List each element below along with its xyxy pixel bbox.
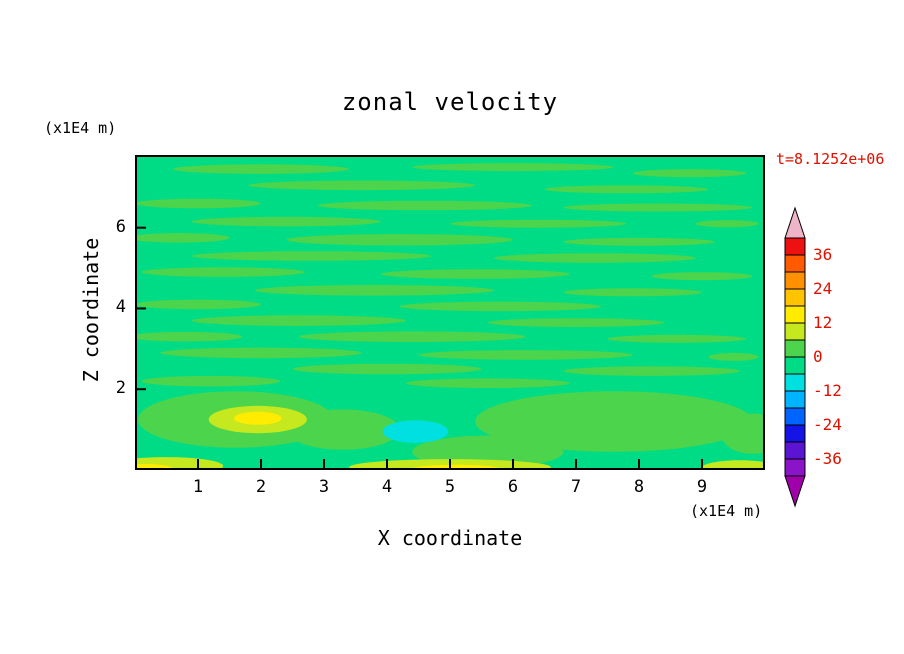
x-tick-label: 4 <box>381 477 393 497</box>
contour-feature-p6 <box>695 220 759 228</box>
colorbar-segment--24..-18 <box>784 407 806 426</box>
contour-feature-p6 <box>191 216 381 227</box>
contour-feature-p6 <box>563 366 740 376</box>
colorbar-label: 0 <box>813 347 823 366</box>
contour-feature-p6 <box>172 164 350 174</box>
x-tick-label: 7 <box>570 477 582 497</box>
contour-feature-p6 <box>405 378 570 388</box>
contour-feature-p18 <box>233 411 282 425</box>
contour-feature-p6 <box>137 233 230 243</box>
colorbar-segment-12..18 <box>784 305 806 324</box>
contour-feature-p6 <box>412 163 614 172</box>
contour-feature-p6 <box>651 272 753 281</box>
contour-feature-p6 <box>141 267 306 277</box>
colorbar-segment-6..12 <box>784 322 806 341</box>
colorbar-label: 36 <box>813 245 833 264</box>
contour-feature-p6 <box>191 315 406 326</box>
contour-feature-p6 <box>563 237 715 246</box>
contour-feature-p6 <box>380 269 570 279</box>
colorbar-label: 12 <box>813 313 833 332</box>
contour-feature-p6 <box>292 363 482 375</box>
colorbar-segment-36..42 <box>784 237 806 256</box>
colorbar-label: 24 <box>813 279 833 298</box>
contour-feature-p6 <box>137 299 261 310</box>
contour-feature-p6 <box>254 285 495 296</box>
contour-feature-p6 <box>720 413 763 454</box>
colorbar-segment-18..24 <box>784 288 806 307</box>
z-axis-units: (x1E4 m) <box>44 119 117 137</box>
x-tick-label: 8 <box>633 477 645 497</box>
contour-feature-p6 <box>160 347 362 359</box>
contour-feature-m12 <box>382 420 449 443</box>
plot-frame <box>135 155 765 470</box>
plot-title: zonal velocity <box>341 88 559 116</box>
x-tick-label: 2 <box>255 477 267 497</box>
colorbar <box>784 206 806 508</box>
colorbar-segment-30..36 <box>784 254 806 273</box>
contour-feature-p18 <box>137 464 173 468</box>
contour-feature-p6 <box>607 334 747 343</box>
x-tick-label: 5 <box>444 477 456 497</box>
colorbar-segment--12..-6 <box>784 373 806 392</box>
contour-field <box>137 163 763 468</box>
colorbar-segment-24..30 <box>784 271 806 290</box>
colorbar-segment--6..0 <box>784 356 806 375</box>
contour-feature-p6 <box>248 180 476 191</box>
contour-feature-p6 <box>317 200 532 211</box>
contour-feature-p6 <box>137 331 243 342</box>
timestamp-annotation: t=8.1252e+06 <box>776 150 885 168</box>
contour-feature-p6 <box>286 234 513 246</box>
axis-ticks <box>137 226 703 468</box>
contour-feature-p6 <box>137 198 261 209</box>
colorbar-segment--36..-30 <box>784 441 806 460</box>
contour-feature-p6 <box>563 288 702 297</box>
contour-feature-p6 <box>399 301 602 312</box>
colorbar-segment-0..6 <box>784 339 806 358</box>
contour-feature-p6 <box>286 409 400 450</box>
colorbar-segment--30..-24 <box>784 424 806 443</box>
colorbar-arrow-bottom <box>784 475 806 508</box>
colorbar-arrow-top <box>784 206 806 239</box>
z-tick-label: 4 <box>115 297 126 318</box>
contour-feature-p6 <box>141 375 280 387</box>
colorbar-label: -36 <box>813 449 842 468</box>
contour-feature-p6 <box>544 185 709 194</box>
x-tick-label: 3 <box>318 477 330 497</box>
contour-feature-p6 <box>494 253 696 263</box>
contour-feature-p6 <box>708 352 759 361</box>
contour-feature-p6 <box>298 331 526 342</box>
contour-feature-p6 <box>487 318 665 327</box>
contour-feature-p6 <box>632 169 747 178</box>
x-axis-units: (x1E4 m) <box>690 502 763 520</box>
colorbar-segment--18..-12 <box>784 390 806 409</box>
colorbar-label: -12 <box>813 381 842 400</box>
z-tick-label: 6 <box>115 216 126 237</box>
contour-feature-p6 <box>191 251 432 261</box>
contour-feature-p6 <box>418 350 633 360</box>
z-tick-label: 2 <box>115 378 126 399</box>
contour-feature-p6 <box>450 219 627 228</box>
colorbar-label: -24 <box>813 415 842 434</box>
x-tick-label: 6 <box>507 477 519 497</box>
x-axis-label: X coordinate <box>377 526 523 550</box>
x-tick-label: 9 <box>696 477 708 497</box>
contour-feature-p12 <box>702 460 763 468</box>
contour-feature-p18 <box>413 464 500 468</box>
contour-feature-p6 <box>475 391 753 452</box>
contour-plot <box>135 155 765 470</box>
contour-feature-p6 <box>563 203 753 212</box>
x-tick-label: 1 <box>192 477 204 497</box>
colorbar-segment--42..-36 <box>784 458 806 477</box>
